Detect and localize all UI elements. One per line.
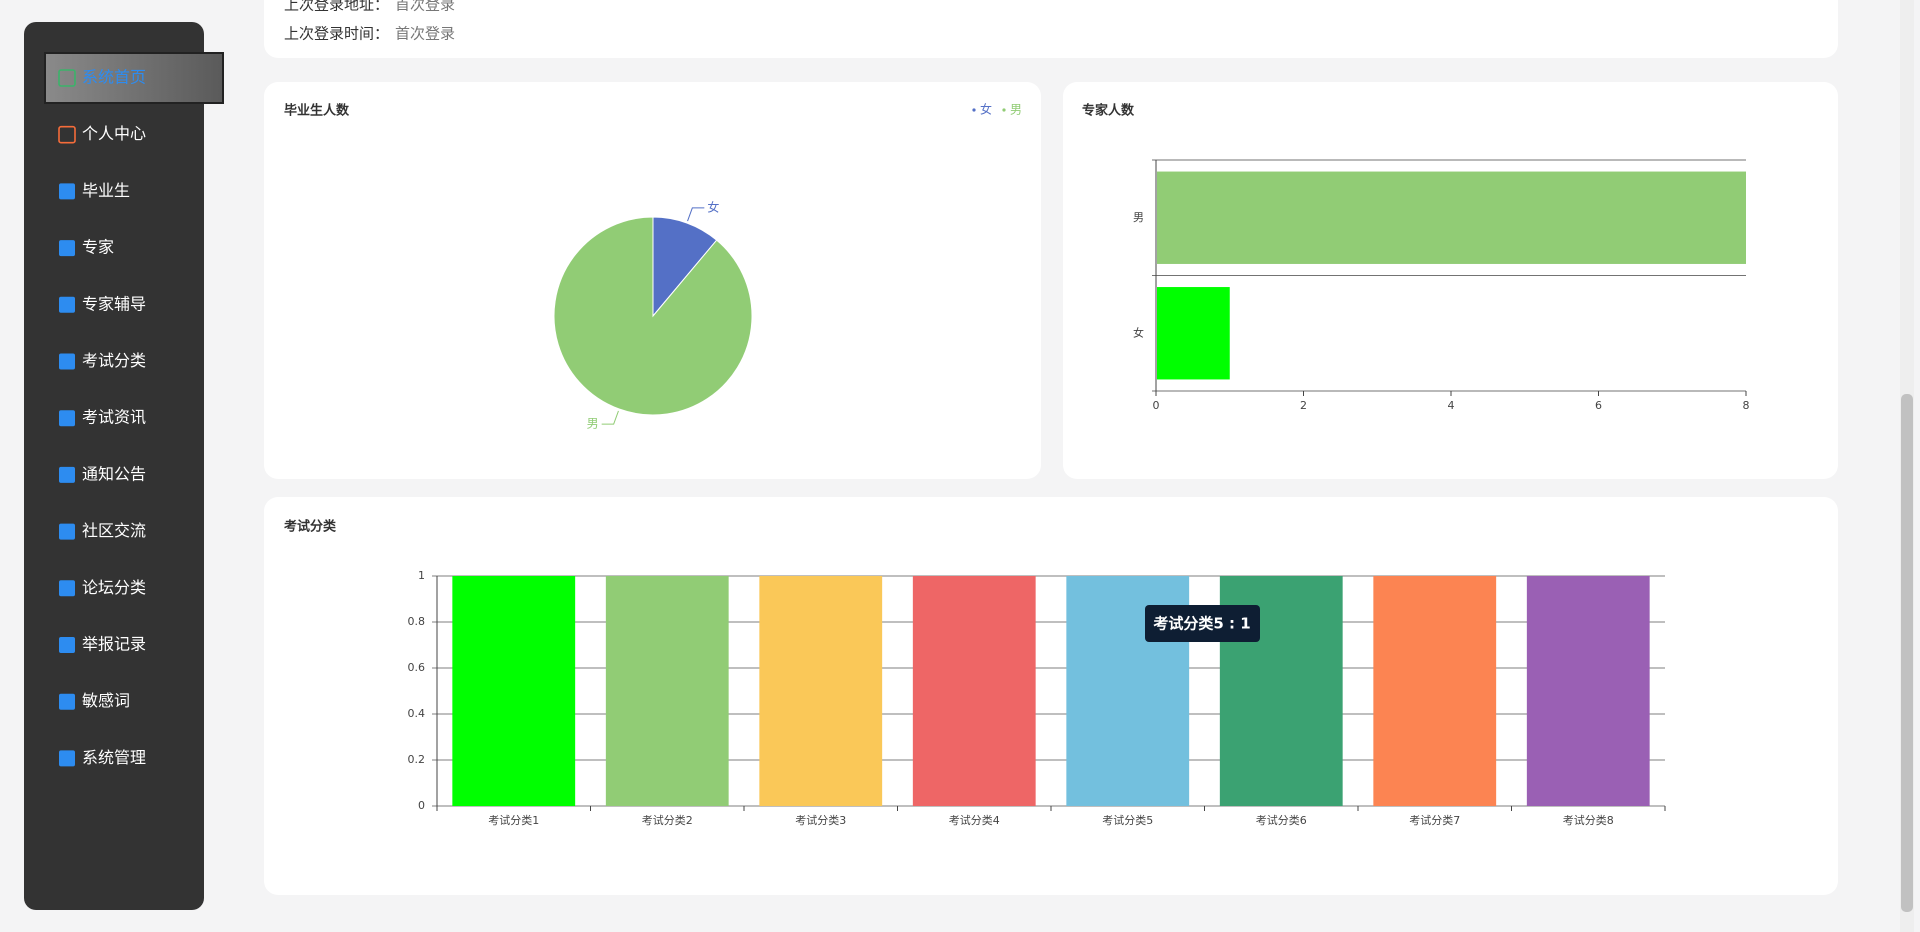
- menu-item[interactable]: 通知公告: [82, 464, 146, 483]
- x-tick-label: 考试分类2: [642, 813, 693, 827]
- pie-leader: [687, 207, 705, 222]
- pie-leader: [601, 410, 619, 425]
- y-tick-label: 0.8: [408, 615, 426, 628]
- x-tick-label: 2: [1300, 399, 1307, 412]
- menu-item[interactable]: 论坛分类: [82, 578, 146, 597]
- legend-label: 男: [1010, 103, 1022, 117]
- bar: [1157, 287, 1230, 380]
- chart-title: 考试分类: [284, 519, 337, 535]
- legend-dot: [972, 108, 976, 112]
- pie-slice: [652, 216, 718, 318]
- info-value: 首次登录: [395, 0, 455, 14]
- menu-item[interactable]: 社区交流: [82, 521, 146, 540]
- info-label: 上次登录时间：: [284, 25, 389, 43]
- menu-icon: [59, 637, 75, 653]
- x-tick-label: 考试分类7: [1409, 813, 1460, 827]
- bar[interactable]: [1373, 576, 1497, 806]
- bar[interactable]: [605, 576, 729, 806]
- menu-icon: [59, 693, 75, 710]
- x-tick-label: 6: [1595, 399, 1602, 412]
- menu-icon: [59, 410, 75, 427]
- menu-icon: [58, 125, 76, 144]
- info-label: 上次登录地址：: [284, 0, 389, 14]
- x-tick-label: 0: [1153, 399, 1160, 412]
- menu-icon: [59, 750, 75, 767]
- menu-item[interactable]: 敏感词: [82, 691, 130, 710]
- x-tick-label: 考试分类4: [949, 813, 1000, 827]
- hbar-card: [1063, 82, 1838, 479]
- menu-item[interactable]: 专家辅导: [82, 294, 146, 313]
- legend-label: 女: [980, 102, 992, 117]
- menu-icon: [59, 580, 75, 597]
- x-tick-label: 考试分类5: [1102, 813, 1153, 827]
- x-tick-label: 8: [1743, 399, 1750, 412]
- pie-label: 女: [707, 199, 719, 214]
- bar: [1157, 171, 1746, 264]
- bar[interactable]: [1526, 576, 1650, 806]
- menu-item[interactable]: 个人中心: [82, 124, 146, 143]
- x-tick-label: 考试分类3: [795, 813, 846, 827]
- tooltip-bg: [1145, 605, 1260, 642]
- menu-icon: [59, 183, 75, 200]
- login-card: [264, 0, 1838, 58]
- menu-icon: [59, 353, 75, 370]
- menu-item[interactable]: 专家: [82, 238, 114, 257]
- scrollbar-thumb[interactable]: [1901, 394, 1913, 912]
- pie-slice: [553, 216, 753, 416]
- menu-icon: [59, 523, 75, 540]
- menu-item[interactable]: 考试资讯: [82, 408, 146, 427]
- bar[interactable]: [759, 576, 883, 806]
- menu-icon: [58, 69, 76, 87]
- tooltip: 考试分类5 : 1: [1153, 615, 1250, 633]
- menu-item[interactable]: 考试分类: [82, 351, 146, 370]
- y-tick-label: 男: [1133, 211, 1144, 224]
- x-tick-label: 考试分类1: [488, 813, 539, 827]
- menu-item[interactable]: 毕业生: [82, 181, 130, 200]
- x-tick-label: 4: [1448, 399, 1455, 412]
- pie-label: 男: [587, 417, 599, 431]
- y-tick-label: 0: [418, 799, 425, 812]
- menu-item[interactable]: 举报记录: [82, 635, 146, 654]
- y-tick-label: 女: [1133, 325, 1144, 339]
- x-tick-label: 考试分类8: [1563, 813, 1614, 827]
- legend-dot: [1002, 108, 1006, 112]
- y-tick-label: 0.4: [408, 707, 426, 720]
- x-tick-label: 考试分类6: [1256, 813, 1307, 827]
- menu-item[interactable]: 系统管理: [82, 748, 146, 767]
- info-value: 首次登录: [395, 25, 455, 43]
- menu-item[interactable]: 系统首页: [82, 68, 146, 87]
- bar[interactable]: [912, 576, 1036, 806]
- menu-icon: [59, 296, 75, 313]
- menu-icon: [59, 240, 75, 257]
- chart-title: 专家人数: [1082, 103, 1135, 119]
- y-tick-label: 0.6: [408, 661, 426, 674]
- y-tick-label: 0.2: [408, 753, 426, 766]
- bar[interactable]: [452, 576, 576, 806]
- chart-title: 毕业生人数: [284, 103, 350, 119]
- y-tick-label: 1: [418, 569, 425, 582]
- menu-icon: [59, 466, 75, 483]
